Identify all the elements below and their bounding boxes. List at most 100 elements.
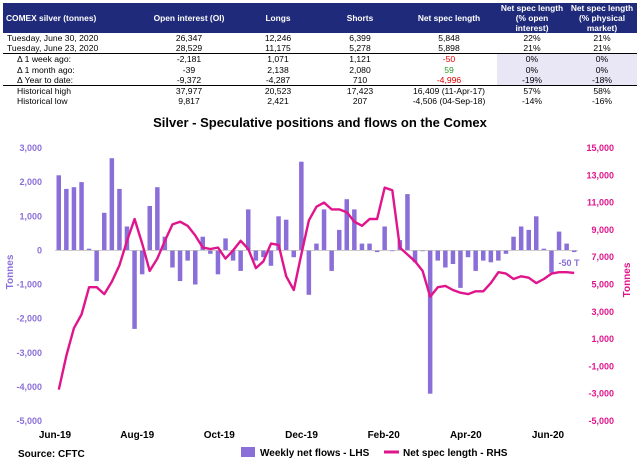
header-shorts: Shorts — [319, 3, 401, 33]
net-value: -4,506 — [412, 96, 438, 107]
positions-table: COMEX silver (tonnes) Open interest (OI)… — [3, 3, 637, 106]
cell-net: -4,996 — [436, 74, 462, 85]
flow-bar — [427, 250, 433, 394]
flow-bar — [496, 250, 501, 261]
row-label: Historical low — [17, 96, 68, 107]
flow-bar — [200, 236, 205, 251]
left-tick-label: 3,000 — [19, 143, 42, 153]
flow-bar — [329, 250, 334, 271]
right-tick-label: 7,000 — [591, 252, 614, 262]
flow-bar — [193, 250, 198, 285]
net-value: 16,409 — [413, 86, 440, 97]
left-tick-label: -5,000 — [16, 416, 42, 426]
row-label: Historical high — [3, 84, 141, 97]
cell-oi: 28,529 — [175, 43, 203, 54]
right-axis-label: Tonnes — [622, 262, 633, 297]
flow-bar — [564, 243, 569, 251]
net-spec-line — [57, 186, 575, 390]
cell-oi: -39 — [182, 64, 196, 75]
row-label: Δ 1 week ago: — [3, 53, 141, 65]
left-tick-label: 1,000 — [19, 211, 42, 221]
net-date: (04-Sep-18) — [439, 96, 486, 107]
legend-bars-label: Weekly net flows - LHS — [260, 448, 370, 459]
cell-pct-oi: -19% — [497, 74, 567, 86]
right-tick-label: 9,000 — [591, 225, 614, 235]
x-tick-label: Jun-20 — [532, 430, 565, 441]
cell-shorts: 17,423 — [319, 84, 401, 97]
flow-bar — [549, 250, 554, 273]
flow-bar — [291, 250, 296, 258]
flow-bar — [253, 250, 259, 261]
table-row: Δ 1 week ago: -2,181 1,071 1,121 -50 0% … — [3, 53, 637, 65]
flow-bar — [155, 187, 160, 251]
cell-longs: 11,175 — [265, 43, 291, 54]
cell-net: 16,409 (11-Apr-17) — [401, 84, 497, 97]
table-row: Δ 1 month ago: -39 2,138 2,080 59 0% 0% — [3, 64, 637, 75]
left-tick-label: -1,000 — [16, 280, 42, 290]
flow-bar — [79, 182, 84, 251]
bar-series — [56, 158, 577, 394]
flow-bar — [337, 229, 342, 251]
flow-bar — [435, 250, 440, 261]
cell-shorts: 5,278 — [349, 43, 371, 54]
x-tick-label: Aug-19 — [120, 430, 154, 441]
cell-net: 5,848 — [438, 33, 460, 44]
net-date: (11-Apr-17) — [441, 86, 485, 97]
flow-bar — [71, 187, 77, 251]
flow-bar — [556, 231, 562, 251]
flow-bar — [64, 188, 69, 251]
left-tick-label: 0 — [37, 245, 42, 255]
flow-bar — [321, 209, 327, 251]
right-tick-label: -5,000 — [588, 416, 614, 426]
flow-bar — [473, 250, 478, 271]
cell-oi: -2,181 — [141, 53, 237, 65]
cell-pct-phys: -18% — [567, 74, 637, 86]
cell-oi: -9,372 — [176, 74, 202, 85]
cell-oi: 26,347 — [175, 33, 203, 44]
header-pct-physical: Net spec length (% physical market) — [567, 3, 637, 33]
cell-pct-phys: -16% — [591, 96, 613, 107]
table-row: Historical low 9,817 2,421 207 -4,506 (0… — [3, 96, 637, 106]
table-row: Historical high 37,977 20,523 17,423 16,… — [3, 84, 637, 97]
flow-bar — [283, 219, 289, 251]
cell-pct-oi: -14% — [521, 96, 543, 107]
cell-pct-oi: 0% — [497, 53, 567, 65]
left-tick-label: -3,000 — [16, 348, 42, 358]
cell-net: 5,898 — [438, 43, 460, 54]
flow-bar — [109, 158, 115, 251]
right-axis-ticks: 15,000 13,000 11,000 9,000 7,000 5,000 3,000 1,… — [586, 143, 614, 426]
flow-bar — [117, 188, 122, 251]
flow-bar — [481, 250, 486, 261]
flow-bar — [306, 250, 312, 295]
flow-bar — [420, 250, 425, 252]
row-label: Tuesday, June 23, 2020 — [7, 43, 99, 54]
legend: Weekly net flows - LHS Net spec length -… — [241, 447, 508, 459]
flow-bar — [223, 238, 228, 251]
flow-bar — [170, 250, 175, 268]
chart-title: Silver - Speculative positions and flows… — [153, 115, 487, 130]
flow-bar — [299, 161, 304, 251]
cell-longs: -4,287 — [265, 74, 291, 85]
flow-bar — [526, 229, 531, 251]
flow-bar — [465, 250, 471, 258]
flow-bar — [352, 209, 357, 251]
cell-shorts: 6,399 — [349, 33, 371, 44]
flow-bar — [405, 194, 410, 251]
x-tick-label: Dec-19 — [285, 430, 318, 441]
flow-bar — [246, 209, 251, 251]
x-tick-label: Apr-20 — [450, 430, 482, 441]
x-tick-label: Jun-19 — [39, 430, 72, 441]
cell-oi: 9,817 — [178, 96, 200, 107]
cell-pct-oi: 22% — [523, 33, 541, 44]
right-tick-label: -3,000 — [588, 389, 614, 399]
row-label: Tuesday, June 30, 2020 — [7, 33, 99, 44]
flow-bar — [177, 250, 183, 282]
legend-bar-swatch — [241, 447, 255, 457]
x-axis-labels: Jun-19 Aug-19 Oct-19 Dec-19 Feb-20 Apr-20 Jun-… — [39, 430, 565, 441]
cell-longs: 2,421 — [267, 96, 289, 107]
legend-line-label: Net spec length - RHS — [403, 448, 508, 459]
flow-bar — [185, 250, 190, 261]
left-tick-label: -2,000 — [16, 314, 42, 324]
right-tick-label: 5,000 — [591, 280, 614, 290]
